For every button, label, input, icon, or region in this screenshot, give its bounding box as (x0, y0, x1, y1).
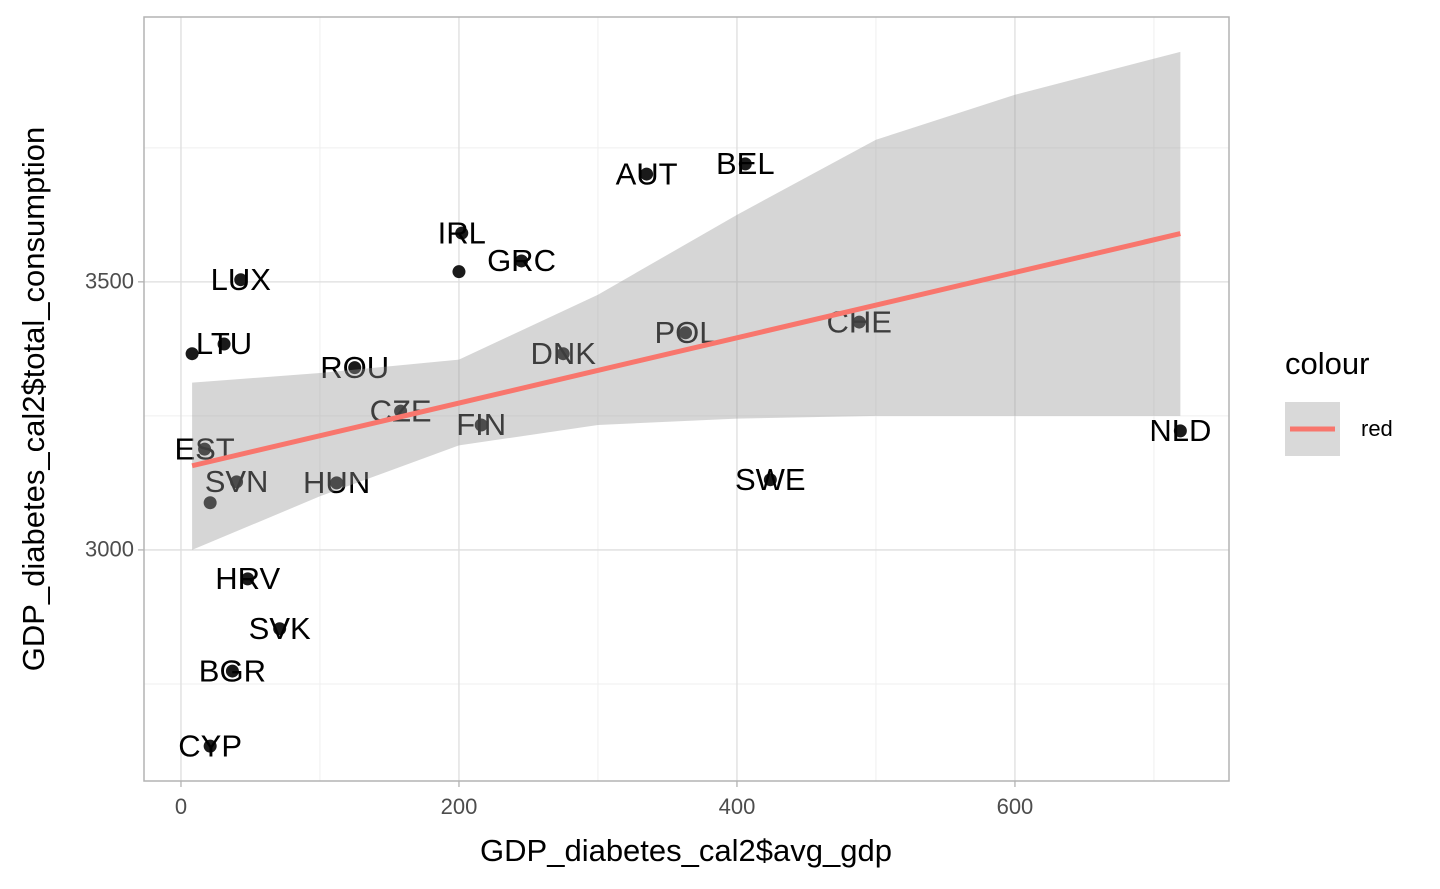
legend: colour red (1285, 346, 1393, 456)
y-tick-label: 3500 (85, 269, 134, 294)
point-label: HUN (303, 465, 370, 500)
point (185, 347, 199, 361)
axes: 0 200 400 600 3000 3500 (85, 269, 1033, 819)
point-label: IRL (438, 215, 486, 250)
point (852, 315, 866, 329)
point-label: SVK (249, 611, 311, 646)
y-axis-title: GDP_diabetes_cal2$total_consumption (16, 127, 51, 672)
point (474, 418, 488, 432)
point-label: LUX (211, 262, 272, 297)
point (763, 473, 777, 487)
x-tick-label: 200 (441, 794, 478, 819)
point (203, 496, 217, 510)
point-label: BEL (716, 146, 775, 181)
point (198, 442, 212, 456)
point (273, 622, 287, 636)
point (230, 475, 244, 489)
point (452, 265, 466, 279)
point (234, 273, 248, 287)
point-label: BGR (199, 653, 266, 688)
y-tick-label: 3000 (85, 537, 134, 562)
point (556, 347, 570, 361)
point (241, 572, 255, 586)
x-tick-label: 400 (719, 794, 756, 819)
point (738, 157, 752, 171)
point-label: SWE (735, 462, 806, 497)
point-label: CYP (178, 728, 242, 763)
point (515, 254, 529, 268)
point-label: AUT (616, 156, 678, 191)
legend-title: colour (1285, 346, 1369, 381)
panel (144, 17, 1229, 781)
point-label: FIN (456, 407, 506, 442)
confidence-band (192, 51, 1181, 550)
point-label: ROU (320, 350, 389, 385)
point-label: HRV (215, 561, 280, 596)
point (1173, 424, 1187, 438)
point (679, 326, 693, 340)
point-label: LTU (196, 326, 252, 361)
point (348, 361, 362, 375)
point (217, 337, 231, 351)
point-label: DNK (530, 336, 596, 371)
point-label: NLD (1149, 413, 1211, 448)
panel-border (143, 16, 1230, 782)
point (455, 226, 469, 240)
point (203, 739, 217, 753)
overlay (191, 51, 1181, 550)
point (330, 476, 344, 490)
point-label: GRC (487, 243, 556, 278)
point (640, 167, 654, 181)
point-label: SVN (205, 464, 269, 499)
fit-line (191, 231, 1181, 469)
point (225, 664, 239, 678)
x-axis-title: GDP_diabetes_cal2$avg_gdp (480, 833, 892, 868)
x-tick-label: 0 (175, 794, 187, 819)
legend-label: red (1361, 416, 1393, 441)
x-tick-label: 600 (997, 794, 1034, 819)
grid (144, 17, 1229, 781)
